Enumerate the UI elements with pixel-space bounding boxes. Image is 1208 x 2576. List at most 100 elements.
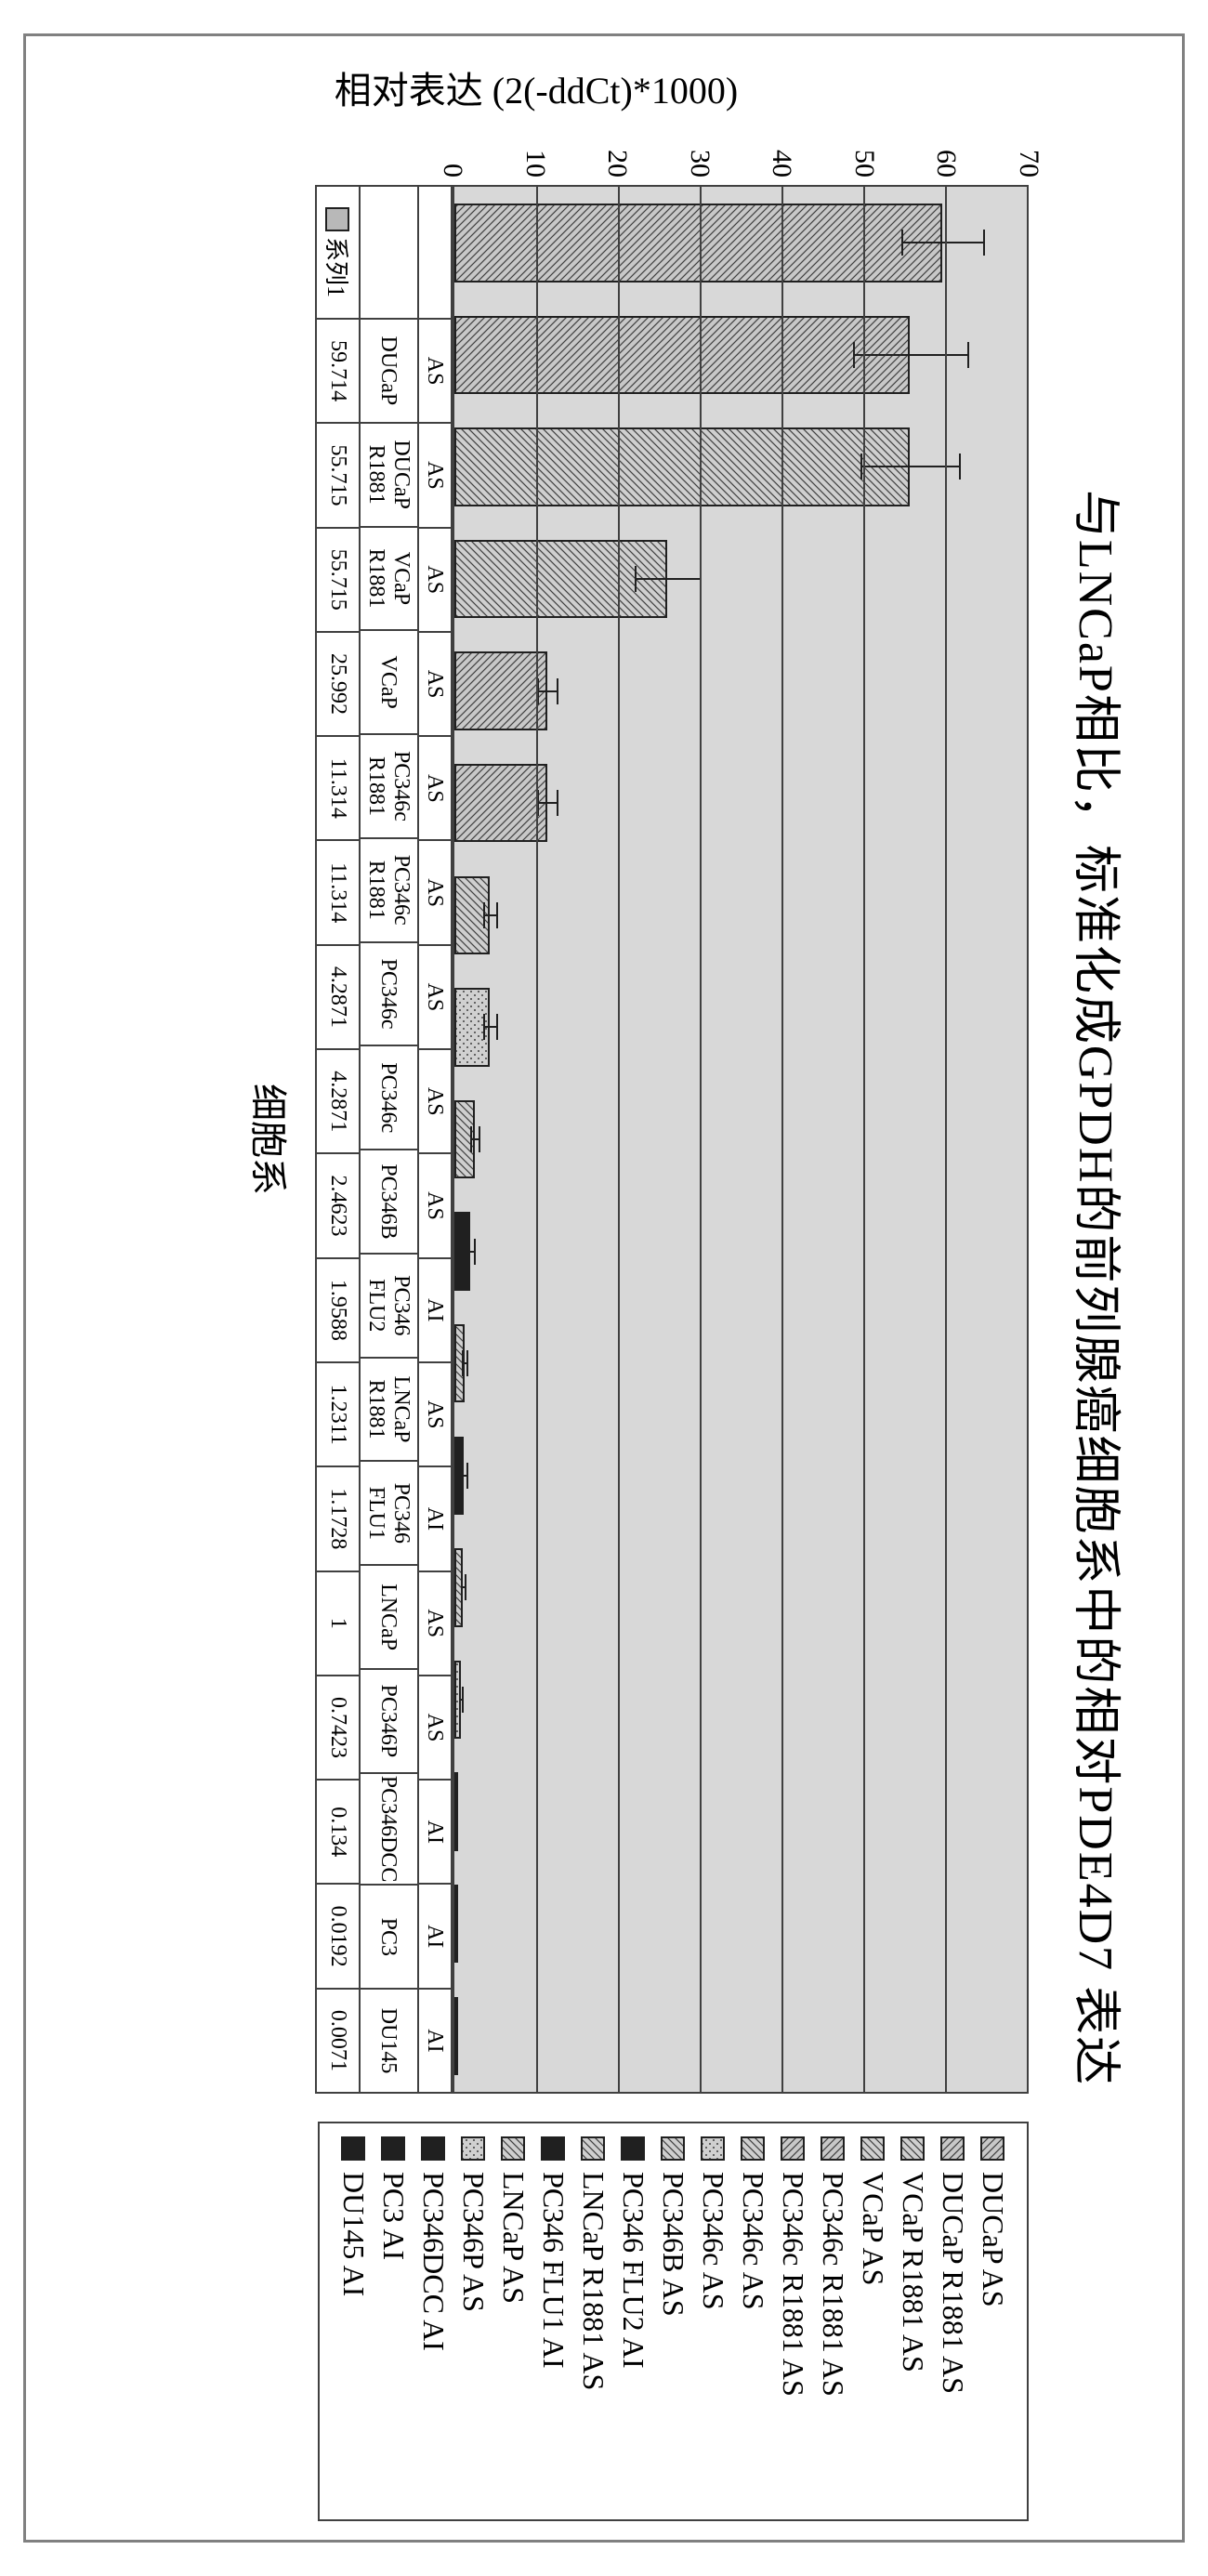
error-bar — [635, 578, 700, 580]
bar — [454, 316, 910, 394]
error-cap — [470, 1126, 472, 1152]
legend-swatch-icon — [342, 2136, 366, 2161]
cell-name: PC3 — [361, 1886, 417, 1990]
bar-slot — [454, 523, 1027, 636]
cell-value: 0.0071 — [317, 1990, 359, 2094]
error-cap — [462, 1463, 464, 1489]
legend-swatch-icon — [662, 2136, 686, 2161]
legend-swatch-icon — [981, 2136, 1005, 2161]
legend-swatch-icon — [582, 2136, 606, 2161]
cell-group: AS — [419, 1050, 451, 1154]
legend-label: PC346c R1881 AS — [776, 2172, 810, 2397]
cell-name: DUCaP — [361, 320, 417, 424]
grid-line — [863, 187, 865, 2092]
cell-group: AI — [419, 1781, 451, 1885]
page: 与LNCaP相比，标准化成GPDH的前列腺癌细胞系中的相对PDE4D7 表达 相… — [0, 0, 1208, 2576]
bar-slot — [454, 1980, 1027, 2093]
error-cap — [959, 453, 961, 480]
error-cap — [474, 1239, 476, 1265]
legend-item: PC346c AS — [736, 2136, 770, 2506]
legend-item: PC346 FLU2 AI — [616, 2136, 650, 2506]
legend-swatch-icon — [861, 2136, 886, 2161]
error-cap — [479, 1126, 480, 1152]
bar-slot — [454, 1644, 1027, 1756]
bars-layer — [454, 187, 1027, 2092]
cell-name: PC346c — [361, 943, 417, 1047]
cells-value: 59.71455.71555.71525.99211.31411.3144.28… — [317, 320, 359, 2094]
bar-slot — [454, 1531, 1027, 1644]
bar-slot — [454, 971, 1027, 1084]
cell-value: 2.4623 — [317, 1154, 359, 1258]
table-row-value: 系列1 59.71455.71555.71525.99211.31411.314… — [315, 185, 361, 2094]
figure-box: 与LNCaP相比，标准化成GPDH的前列腺癌细胞系中的相对PDE4D7 表达 相… — [23, 33, 1185, 2543]
chart-row: 相对表达 (2(-ddCt)*1000) 010203040506070 — [45, 55, 1029, 2521]
series-swatch-icon — [325, 207, 349, 231]
cell-name: PC346c R1881 — [361, 839, 417, 943]
y-tick: 40 — [766, 150, 797, 177]
y-tick: 70 — [1013, 150, 1044, 177]
cell-value: 55.715 — [317, 424, 359, 528]
cell-group: AS — [419, 737, 451, 841]
cell-value: 0.0192 — [317, 1885, 359, 1989]
legend-swatch-icon — [781, 2136, 806, 2161]
cell-value: 4.2871 — [317, 1050, 359, 1154]
error-cap — [483, 902, 485, 928]
error-cap — [483, 1014, 485, 1040]
error-cap — [901, 230, 903, 256]
bar-slot — [454, 747, 1027, 860]
cell-group: AS — [419, 1363, 451, 1467]
cell-group: AI — [419, 1259, 451, 1363]
error-bar — [483, 1026, 496, 1028]
error-cap — [462, 1687, 464, 1713]
legend-swatch-icon — [821, 2136, 846, 2161]
cell-name: PC346c R1881 — [361, 735, 417, 839]
table-left-pad — [315, 120, 453, 185]
grid-line — [945, 187, 947, 2092]
legend-label: VCaP AS — [856, 2172, 890, 2285]
cell-name: PC346 FLU1 — [361, 1462, 417, 1566]
legend-box: DUCaP ASDUCaP R1881 ASVCaP R1881 ASVCaP … — [318, 2122, 1029, 2521]
cell-name: PC346 FLU2 — [361, 1255, 417, 1359]
y-tick: 50 — [848, 150, 880, 177]
legend-label: PC346c AS — [696, 2172, 730, 2309]
bar — [454, 427, 910, 506]
legend-item: DUCaP R1881 AS — [936, 2136, 970, 2506]
chart-column: 010203040506070 ASASASASASASASASASAIASAI… — [45, 120, 1029, 2094]
error-cap — [496, 1014, 498, 1040]
bar-slot — [454, 1308, 1027, 1420]
legend-swatch-icon — [382, 2136, 406, 2161]
cell-group: AS — [419, 1154, 451, 1258]
cell-name: LNCaP R1881 — [361, 1359, 417, 1463]
cell-value: 59.714 — [317, 320, 359, 424]
error-cap — [557, 678, 558, 704]
bar-slot — [454, 1084, 1027, 1196]
grid-line — [781, 187, 783, 2092]
legend-item: LNCaP R1881 AS — [576, 2136, 611, 2506]
legend-swatch-icon — [502, 2136, 526, 2161]
legend-swatch-icon — [422, 2136, 446, 2161]
y-axis-label-wrap: 相对表达 (2(-ddCt)*1000) — [45, 55, 1029, 120]
cell-name: DUCaP R1881 — [361, 424, 417, 528]
legend-item: DUCaP AS — [976, 2136, 1010, 2506]
y-tick: 60 — [930, 150, 962, 177]
cells-name: DUCaPDUCaP R1881VCaP R1881VCaPPC346c R18… — [361, 320, 417, 2094]
cell-value: 11.314 — [317, 841, 359, 945]
y-axis-label: 相对表达 (2(-ddCt)*1000) — [335, 60, 738, 114]
legend-column: DUCaP ASDUCaP R1881 ASVCaP R1881 ASVCaP … — [45, 2094, 1029, 2521]
cell-group: AI — [419, 1990, 451, 2094]
legend-item: PC346c R1881 AS — [816, 2136, 850, 2506]
cell-group: AS — [419, 946, 451, 1050]
bar-slot — [454, 187, 1027, 299]
bar — [454, 1885, 458, 1963]
legend-swatch-icon — [941, 2136, 965, 2161]
legend-swatch-icon — [462, 2136, 486, 2161]
legend-label: PC3 AI — [376, 2172, 411, 2260]
legend-item: VCaP AS — [856, 2136, 890, 2506]
cell-name: DU145 — [361, 1990, 417, 2094]
error-cap — [853, 342, 855, 368]
legend-swatch-icon — [742, 2136, 766, 2161]
cell-group: AS — [419, 424, 451, 528]
cell-group: AS — [419, 633, 451, 737]
legend-label: PC346P AS — [456, 2172, 491, 2312]
y-tick: 20 — [601, 150, 633, 177]
